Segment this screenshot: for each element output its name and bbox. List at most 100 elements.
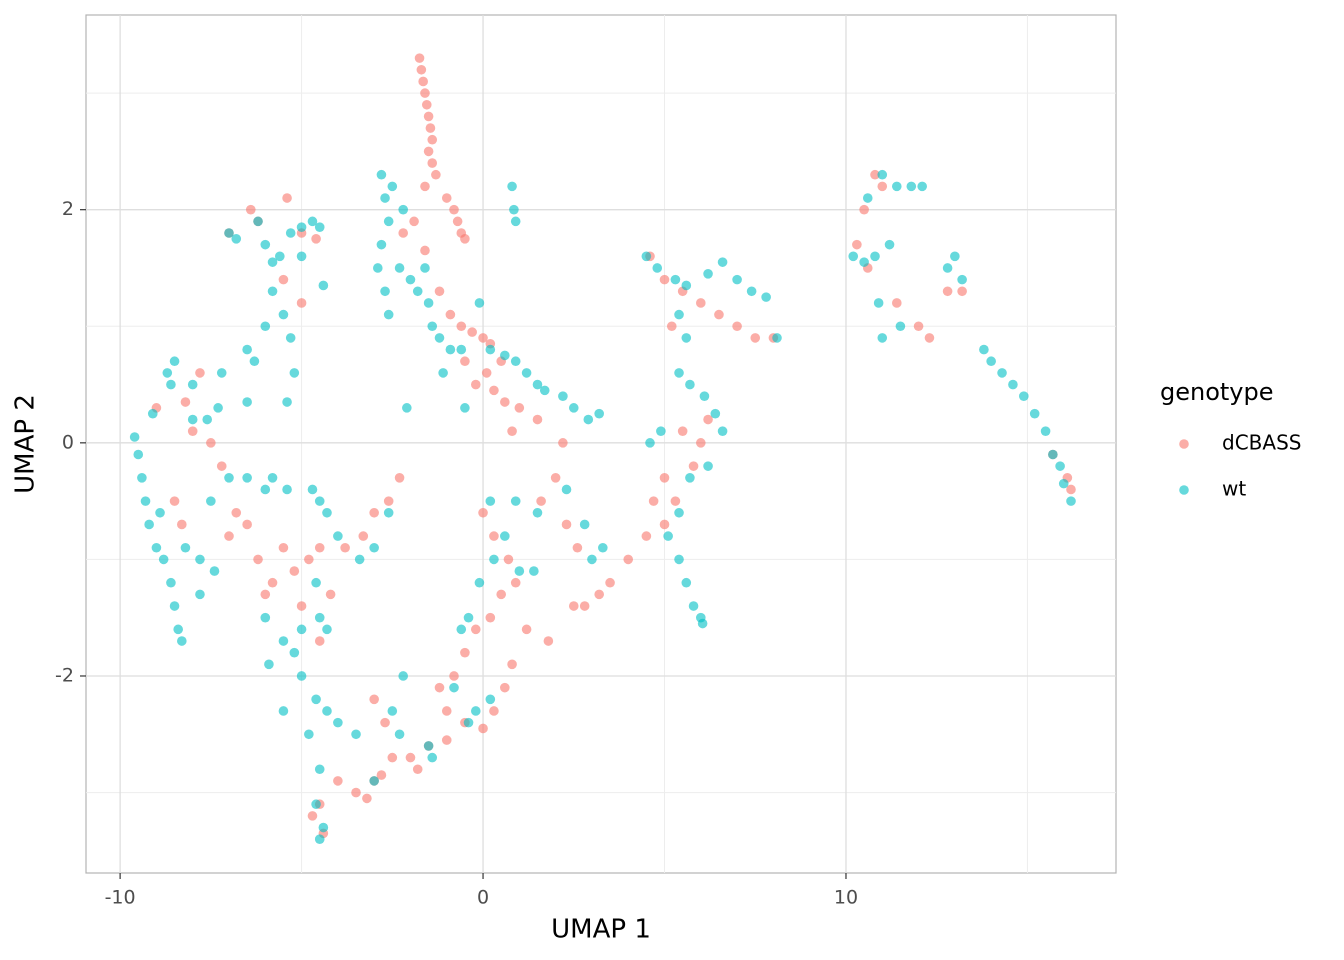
point [703,268,713,279]
point [772,333,782,343]
point [245,204,256,215]
point [231,234,242,244]
point [717,426,728,436]
point [187,414,198,425]
point [877,333,888,343]
point [652,263,663,273]
point [278,706,289,716]
point [383,309,394,320]
point [129,432,140,442]
point [169,356,180,367]
point [340,542,350,553]
point [249,356,260,367]
point [147,408,158,419]
point [427,158,438,168]
point [558,391,568,402]
point [587,554,597,565]
point [195,368,205,378]
point [656,426,666,436]
point [688,461,699,471]
point [489,554,499,565]
point [394,473,405,483]
y-tick-label: -2 [55,664,74,686]
point [421,99,432,110]
point [412,286,423,297]
point [260,612,271,623]
point [434,286,445,297]
point [158,554,169,565]
point [420,181,430,192]
point [278,636,289,646]
point [732,321,742,332]
point [216,368,227,378]
point [460,647,470,658]
point [423,298,434,308]
point [478,333,488,343]
point [568,601,579,611]
point [325,589,336,600]
point [598,542,608,553]
point [732,274,742,285]
point [467,327,477,337]
point [209,566,220,576]
point [500,531,510,541]
point [685,379,695,390]
point [380,286,390,297]
point [409,216,419,227]
point [532,414,543,425]
point [169,601,180,611]
point [431,169,441,180]
point [942,286,953,297]
point [957,286,967,297]
point [362,793,372,804]
point [267,257,278,267]
point [166,577,176,588]
point [1066,496,1076,506]
point [696,298,706,308]
point [387,752,398,763]
point [514,566,525,576]
point [434,682,445,693]
point [474,577,485,588]
point [414,53,425,63]
point [187,379,198,390]
point [452,216,463,227]
point [398,204,409,215]
point [289,566,300,576]
point [133,449,144,460]
point [425,123,436,133]
point [1066,484,1076,495]
point [296,671,307,681]
point [418,76,428,87]
point [474,298,485,308]
point [1029,408,1040,419]
point [750,333,761,343]
point [1008,379,1018,390]
point [278,542,289,553]
legend-label: wt [1222,477,1246,501]
point [202,414,213,425]
point [187,426,198,436]
point [206,438,216,448]
point [333,531,343,541]
point [264,659,274,670]
point [449,682,459,693]
point [906,181,917,192]
point [884,239,895,250]
point [260,589,271,600]
point [942,263,953,273]
point [645,438,655,448]
point [681,280,692,291]
point [282,484,292,495]
point [423,111,434,122]
legend-marker [1179,485,1189,495]
point [242,519,252,530]
point [674,309,684,320]
point [282,193,292,203]
point [354,554,365,565]
point [369,507,379,518]
point [1055,461,1065,471]
point [285,228,296,238]
point [242,344,252,355]
point [394,263,405,273]
